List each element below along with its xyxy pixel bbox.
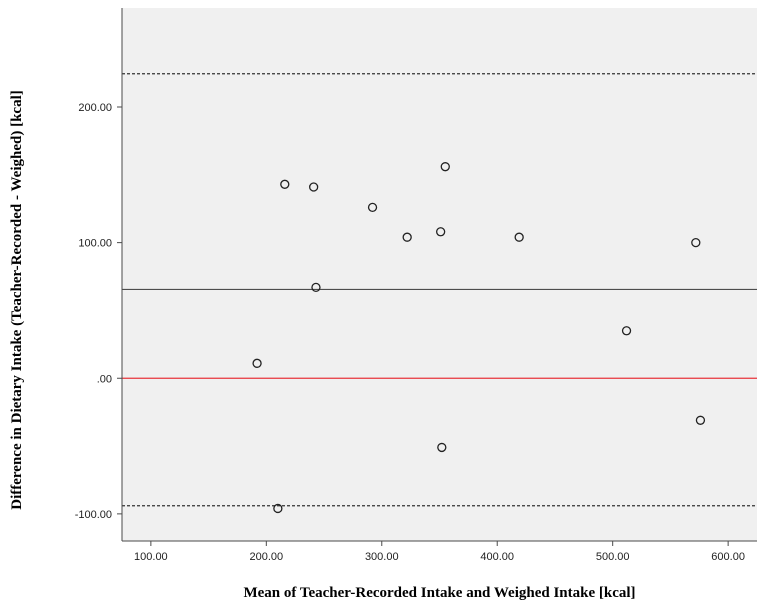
data-point xyxy=(695,415,706,425)
data-point xyxy=(402,232,412,242)
data-point xyxy=(309,182,319,192)
data-point xyxy=(691,237,701,248)
x-tick-label: 400.00 xyxy=(480,551,514,563)
x-tick-label: 600.00 xyxy=(711,551,745,563)
x-axis-title: Mean of Teacher-Recorded Intake and Weig… xyxy=(243,585,635,601)
data-point xyxy=(280,179,290,189)
data-point xyxy=(514,232,524,242)
data-point xyxy=(252,358,262,368)
x-tick-label: 300.00 xyxy=(365,551,399,563)
x-tick-label: 500.00 xyxy=(596,551,630,563)
data-point xyxy=(311,282,321,293)
x-tick-label: 200.00 xyxy=(249,551,283,563)
data-point xyxy=(273,503,283,514)
data-point xyxy=(621,326,632,336)
data-point xyxy=(440,162,450,172)
data-point xyxy=(367,202,378,213)
y-tick-label: 100.00 xyxy=(78,238,112,250)
y-tick-label: .00 xyxy=(97,373,112,385)
y-axis-title: Difference in Dietary Intake (Teacher-Re… xyxy=(9,90,25,510)
data-point xyxy=(436,227,446,237)
data-point xyxy=(437,442,447,453)
x-axis-ticks: 100.00 200.00 300.00 400.00 500.00 600.00 xyxy=(134,541,745,563)
y-tick-label: -100.00 xyxy=(75,509,112,521)
data-points xyxy=(252,162,706,514)
y-tick-label: 200.00 xyxy=(78,102,112,114)
plot-area xyxy=(122,8,757,541)
reference-lines xyxy=(122,73,757,507)
axes xyxy=(121,8,757,542)
x-tick-label: 100.00 xyxy=(134,551,168,563)
y-axis-ticks: -100.00 .00 100.00 200.00 xyxy=(75,102,122,521)
